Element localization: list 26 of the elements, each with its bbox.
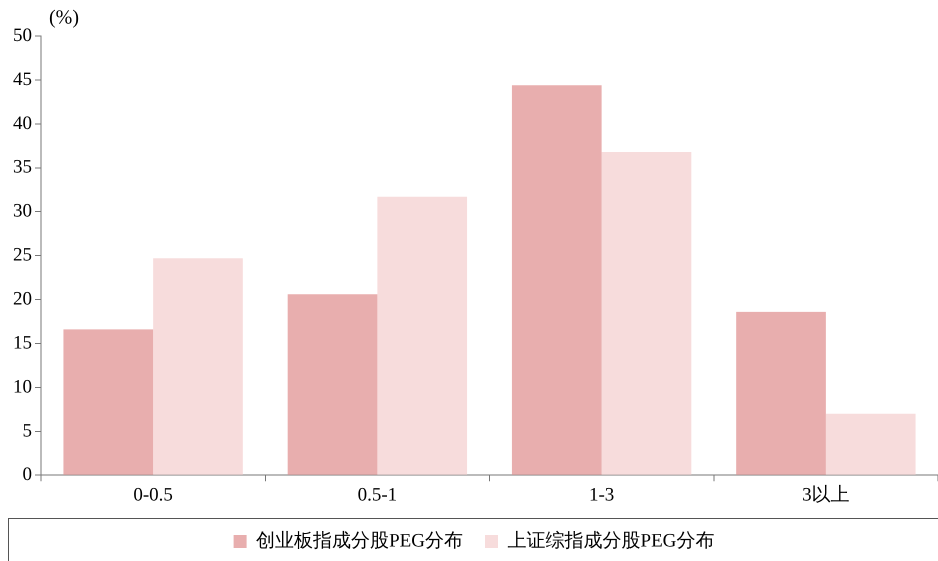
y-tick-label: 40 [13,112,32,134]
y-tick-label: 45 [13,68,32,90]
legend-label: 创业板指成分股PEG分布 [256,530,464,552]
bar [153,258,243,475]
y-tick-label: 25 [13,244,32,266]
y-tick-label: 5 [22,420,32,442]
bar [512,85,602,475]
y-tick-label: 10 [13,376,32,398]
bar [736,312,826,475]
y-axis-title: (%) [49,6,79,28]
y-tick-label: 35 [13,156,32,178]
y-tick-label: 20 [13,288,32,310]
x-tick-label: 0.5-1 [358,484,398,506]
legend-label: 上证综指成分股PEG分布 [508,530,714,552]
x-tick-label: 1-3 [588,484,614,506]
y-tick-label: 0 [22,464,32,486]
y-tick-label: 15 [13,332,32,354]
y-tick-label: 50 [13,24,32,46]
bar [377,196,468,475]
x-tick-label: 3以上 [802,484,850,506]
bar [826,414,916,475]
y-tick-label: 30 [13,200,32,222]
bar [63,329,154,475]
bar [288,294,378,475]
x-tick-label: 0-0.5 [133,484,173,506]
bar [602,152,692,475]
